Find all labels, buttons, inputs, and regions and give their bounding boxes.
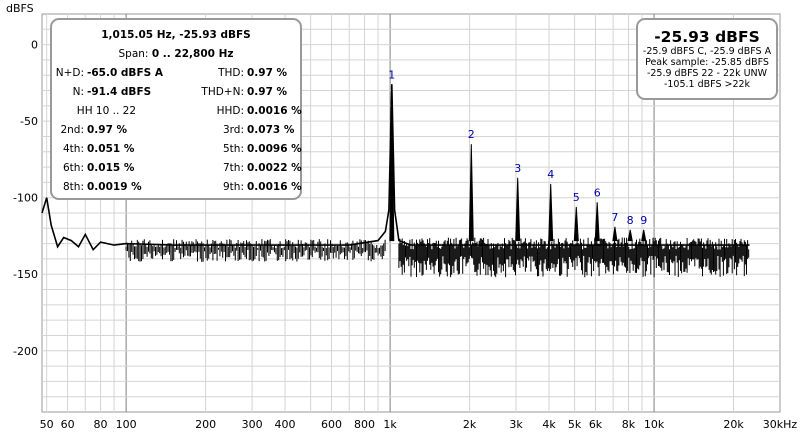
n-value: -91.4 dBFS xyxy=(87,86,152,98)
x-tick-labels: 50 60 80 100 200 300 400 600 800 1k 2k 3k 4k 5k 6k 8k 10… xyxy=(40,418,798,431)
x-tick-label: 20k xyxy=(723,418,744,431)
hhd-value: 0.0016 % xyxy=(247,105,302,117)
h4-label: 4th: xyxy=(63,143,84,155)
x-tick-label: 80 xyxy=(94,418,108,431)
frequency-level-readout: 1,015.05 Hz, -25.93 dBFS xyxy=(101,29,251,41)
harmonic-label: 3 xyxy=(514,162,521,175)
x-tick-label: 600 xyxy=(321,418,342,431)
h5-value: 0.0096 % xyxy=(247,143,302,155)
thd-value: 0.97 % xyxy=(247,67,288,79)
harmonic-peak xyxy=(641,229,647,242)
peak-sample: Peak sample: -25.85 dBFS xyxy=(645,57,769,68)
x-tick-label: 100 xyxy=(116,418,137,431)
h3-value: 0.073 % xyxy=(247,124,295,136)
harmonic-label: 2 xyxy=(468,128,475,141)
harmonic-peak xyxy=(515,177,521,242)
thd-label: THD: xyxy=(218,67,244,79)
h8-label: 8th: xyxy=(63,181,84,193)
noise-floor xyxy=(125,237,750,278)
x-tick-label: 60 xyxy=(61,418,75,431)
x-tick-label: 200 xyxy=(195,418,216,431)
nd-label: N+D: xyxy=(55,67,84,79)
harmonic-label: 5 xyxy=(573,191,580,204)
span-readout: Span: 0 .. 22,800 Hz xyxy=(118,48,234,60)
harmonic-markers: 1 2 3 4 5 67 8 9 xyxy=(388,68,647,242)
h7-label: 7th: xyxy=(223,162,244,174)
stats-panel: 1,015.05 Hz, -25.93 dBFS Span: 0 .. 22,8… xyxy=(50,18,302,200)
grid xyxy=(42,14,780,412)
x-tick-label: 800 xyxy=(354,418,375,431)
y-tick-label: -50 xyxy=(20,115,38,128)
h9-value: 0.0016 % xyxy=(247,181,302,193)
h7-value: 0.0022 % xyxy=(247,162,302,174)
thdn-value: 0.97 % xyxy=(247,86,288,98)
h5-label: 5th: xyxy=(223,143,244,155)
h6-value: 0.015 % xyxy=(87,162,135,174)
harmonic-peak xyxy=(594,202,600,242)
h6-label: 6th: xyxy=(63,162,84,174)
x-tick-label: 50 xyxy=(40,418,54,431)
hhd-label: HHD: xyxy=(216,105,244,117)
x-tick-label: 1k xyxy=(383,418,397,431)
harmonic-peak xyxy=(573,206,579,242)
y-axis-label: dBFS xyxy=(6,2,34,15)
n-label: N: xyxy=(72,86,84,98)
above-22k-level: -105.1 dBFS >22k xyxy=(663,79,751,90)
harmonic-label: 8 xyxy=(627,214,634,227)
x-tick-label: 30kHz xyxy=(763,418,798,431)
x-tick-label: 10k xyxy=(644,418,665,431)
hh-range-label: HH 10 .. 22 xyxy=(76,105,136,117)
h2-value: 0.97 % xyxy=(87,124,128,136)
x-tick-label: 300 xyxy=(242,418,263,431)
x-tick-label: 3k xyxy=(509,418,523,431)
spectrum-trace xyxy=(41,84,750,278)
x-tick-label: 8k xyxy=(622,418,636,431)
y-tick-label: -200 xyxy=(13,345,38,358)
x-tick-label: 6k xyxy=(589,418,603,431)
weighted-levels: -25.9 dBFS C, -25.9 dBFS A xyxy=(642,46,772,57)
h9-label: 9th: xyxy=(223,181,244,193)
harmonic-peak xyxy=(548,183,554,242)
nd-value: -65.0 dBFS A xyxy=(87,67,163,79)
y-tick-label: 0 xyxy=(31,39,38,52)
h2-label: 2nd: xyxy=(60,124,84,136)
h4-value: 0.051 % xyxy=(87,143,135,155)
harmonic-label: 4 xyxy=(547,168,554,181)
harmonic-label: 7 xyxy=(611,211,618,224)
peak-level-panel: -25.93 dBFS -25.9 dBFS C, -25.9 dBFS A P… xyxy=(636,18,778,100)
h8-value: 0.0019 % xyxy=(87,181,142,193)
harmonic-label: 6 xyxy=(594,186,601,199)
peak-level-readout: -25.93 dBFS xyxy=(654,28,760,46)
h3-label: 3rd: xyxy=(222,124,244,136)
y-tick-label: -150 xyxy=(13,268,38,281)
harmonic-peak xyxy=(389,84,395,242)
harmonic-label: 1 xyxy=(388,68,395,81)
x-tick-label: 2k xyxy=(463,418,477,431)
harmonic-peak xyxy=(612,226,618,242)
x-tick-label: 4k xyxy=(542,418,556,431)
harmonic-peak xyxy=(627,229,633,242)
x-tick-label: 400 xyxy=(275,418,296,431)
y-tick-labels: 0 -50 -100 -150 -200 xyxy=(13,39,38,358)
x-tick-label: 5k xyxy=(568,418,582,431)
y-tick-label: -100 xyxy=(13,192,38,205)
harmonic-label: 9 xyxy=(640,214,647,227)
harmonic-peak xyxy=(468,144,474,242)
unweighted-level: -25.9 dBFS 22 - 22k UNW xyxy=(646,68,768,79)
thdn-label: THD+N: xyxy=(201,86,244,98)
